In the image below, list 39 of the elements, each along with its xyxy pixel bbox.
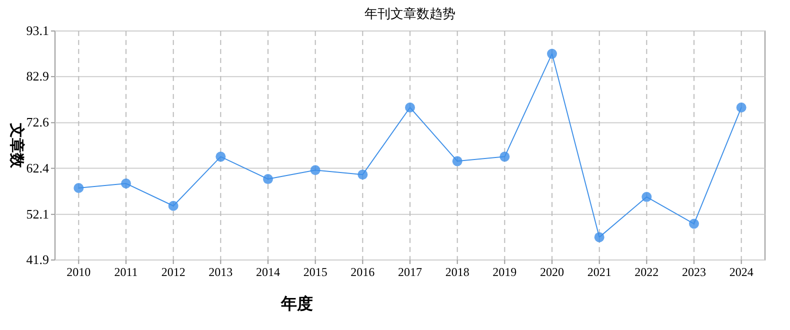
x-tick-label: 2010 [66,265,91,279]
chart-title: 年刊文章数趋势 [364,7,456,22]
y-tick-label: 41.9 [26,252,49,267]
x-tick-label: 2024 [729,265,754,279]
point [405,102,415,112]
point [168,200,178,211]
x-tick-label: 2021 [587,265,612,279]
point [263,174,273,184]
point [689,218,699,229]
y-tick-label: 72.6 [26,114,50,130]
point [642,192,652,202]
x-tick-label: 2017 [398,265,422,279]
point [310,165,320,176]
point [547,48,557,59]
x-axis-title: 年度 [280,294,313,313]
x-tick-label: 2023 [682,265,706,279]
x-tick-label: 2018 [445,265,470,279]
y-tick-label: 93.1 [26,23,49,38]
y-tick-label: 82.9 [26,68,49,84]
x-tick-label: 2011 [114,265,138,279]
point [74,182,84,193]
point [121,178,131,189]
point [594,232,604,242]
x-tick-label: 2020 [540,265,564,279]
x-tick-label: 2022 [634,265,659,279]
point [500,152,510,162]
point [736,102,746,112]
x-tick-label: 2019 [492,265,517,279]
x-tick-label: 2016 [350,265,375,279]
x-tick-label: 2012 [161,265,186,279]
point [358,170,368,180]
y-tick-label: 62.4 [26,160,50,176]
point [452,156,462,166]
x-tick-label: 2013 [208,265,233,279]
y-tick-label: 52.1 [26,206,49,222]
point [216,152,226,162]
y-axis-title: 文章数 [8,122,26,169]
x-tick-label: 2014 [256,265,280,279]
x-tick-label: 2015 [303,265,328,279]
